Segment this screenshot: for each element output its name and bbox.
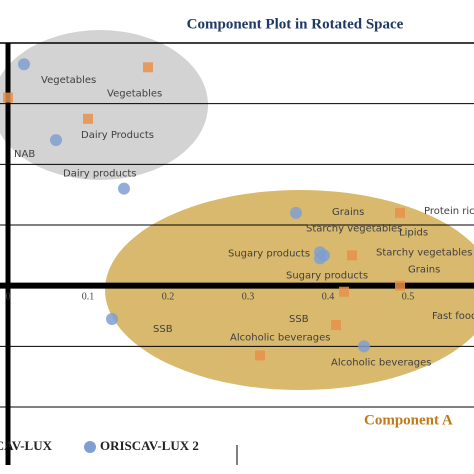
- x-tick-label: 0.1: [82, 291, 95, 302]
- x-tick-label: 0.3: [242, 291, 255, 302]
- point: [358, 340, 370, 353]
- x-tick-label: 0: [6, 291, 11, 302]
- point-label: Dairy products: [63, 169, 137, 180]
- point: [83, 113, 93, 124]
- point-label: Alcoholic beverages: [331, 357, 431, 368]
- point-label: Starchy vegetables: [306, 223, 402, 234]
- cluster-ellipse: [105, 190, 474, 390]
- point: [143, 62, 153, 73]
- point-label: Dairy Products: [81, 130, 154, 141]
- point-label: Starchy vegetables: [376, 247, 472, 258]
- point: [118, 182, 130, 195]
- point-label: Grains: [408, 265, 440, 276]
- legend-marker: [84, 441, 96, 453]
- point: [3, 92, 13, 103]
- point-label: SSB: [289, 314, 309, 325]
- point: [50, 134, 62, 147]
- point-label: Grains: [332, 207, 364, 218]
- point: [255, 350, 265, 361]
- point-label: Sugary products: [286, 271, 368, 282]
- point-label: Vegetables: [41, 75, 96, 86]
- point-label: Sugary products: [228, 248, 310, 259]
- point: [290, 206, 302, 219]
- point: [339, 286, 349, 297]
- point-label: Protein rich: [424, 206, 474, 217]
- point-label: SSB: [153, 324, 173, 335]
- point: [347, 250, 357, 261]
- point: [314, 252, 326, 265]
- legend-label: ORISCAV-LUX 2: [100, 438, 199, 453]
- point-label: Lipids: [399, 227, 428, 238]
- point: [331, 320, 341, 331]
- x-tick-label: 0.5: [402, 291, 415, 302]
- chart-title: Component Plot in Rotated Space: [187, 16, 404, 32]
- x-axis-label: Component A: [364, 412, 453, 428]
- point: [395, 207, 405, 218]
- point-label: Fast food: [432, 311, 474, 322]
- point-label: NAB: [14, 149, 35, 160]
- x-tick-label: 0.2: [162, 291, 175, 302]
- point-label: Alcoholic beverages: [230, 332, 330, 343]
- x-tick-label: 0.4: [322, 291, 335, 302]
- point-label: Vegetables: [107, 88, 162, 99]
- point: [106, 313, 118, 326]
- point: [395, 280, 405, 291]
- point: [18, 58, 30, 71]
- legend-label: ORISCAV-LUX: [0, 438, 53, 453]
